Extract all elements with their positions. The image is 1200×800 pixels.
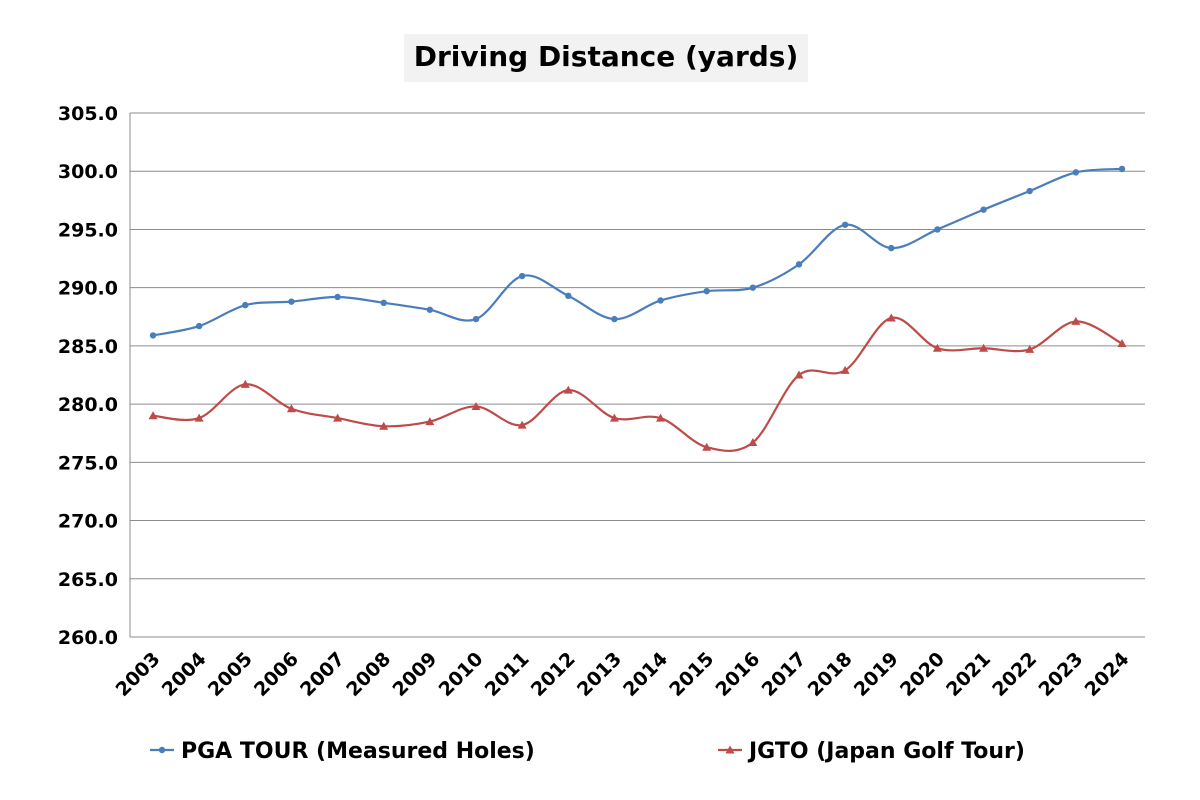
x-tick-label: 2023	[1034, 648, 1087, 701]
y-tick-label: 265.0	[58, 569, 118, 591]
chart-title-background	[404, 34, 808, 82]
x-tick-label: 2013	[573, 648, 626, 701]
gridlines	[129, 112, 1145, 638]
y-tick-label: 280.0	[58, 394, 118, 416]
data-point-marker	[702, 442, 712, 451]
y-tick-label: 300.0	[58, 161, 118, 183]
data-point-marker	[518, 272, 526, 280]
data-point-marker	[286, 404, 296, 413]
data-point-marker	[471, 401, 481, 410]
legend-item: JGTO (Japan Golf Tour)	[718, 739, 1025, 764]
data-point-marker	[472, 315, 480, 323]
x-tick-label: 2020	[896, 648, 949, 701]
x-tick-label: 2010	[435, 648, 488, 701]
data-point-marker	[1026, 187, 1033, 195]
data-point-marker	[657, 297, 664, 304]
data-point-marker	[934, 226, 941, 233]
data-point-marker	[242, 301, 249, 309]
data-point-marker	[565, 292, 572, 300]
data-point-marker	[288, 298, 295, 305]
x-tick-label: 2024	[1081, 648, 1134, 701]
data-point-marker	[748, 438, 758, 447]
x-tick-label: 2018	[804, 648, 857, 701]
data-point-marker	[517, 420, 527, 429]
data-point-marker	[425, 417, 435, 426]
data-point-marker	[609, 413, 619, 422]
data-point-marker	[795, 261, 803, 268]
x-tick-label: 2007	[296, 648, 349, 701]
legend-item: PGA TOUR (Measured Holes)	[150, 739, 535, 764]
legend-swatch-marker	[725, 745, 735, 754]
x-tick-label: 2009	[388, 648, 441, 701]
data-point-marker	[794, 370, 804, 379]
data-point-marker	[1071, 316, 1081, 325]
data-point-marker	[1118, 165, 1126, 173]
legend-label: PGA TOUR (Measured Holes)	[181, 739, 535, 764]
y-tick-label: 260.0	[58, 627, 118, 649]
data-point-marker	[1117, 339, 1127, 348]
x-tick-label: 2021	[942, 648, 995, 701]
data-point-marker	[380, 299, 387, 307]
x-tick-label: 2005	[204, 648, 257, 701]
data-point-marker	[149, 332, 157, 339]
data-point-marker	[979, 343, 989, 352]
data-point-marker	[240, 379, 250, 388]
x-tick-label: 2022	[988, 648, 1041, 701]
x-axis-tick-labels: 2003200420052006200720082009201020112012…	[112, 648, 1134, 701]
x-tick-label: 2004	[158, 648, 211, 701]
data-point-marker	[1072, 169, 1080, 176]
data-point-marker	[194, 413, 204, 422]
x-tick-label: 2019	[850, 648, 903, 701]
data-point-marker	[749, 284, 757, 291]
legend-swatch-marker	[158, 746, 166, 754]
data-point-marker	[932, 343, 942, 352]
data-point-marker	[888, 244, 895, 252]
data-point-marker	[980, 206, 987, 213]
x-tick-label: 2015	[665, 648, 718, 701]
data-point-marker	[886, 313, 896, 322]
series-pga-tour	[149, 165, 1126, 339]
data-point-marker	[840, 365, 850, 374]
data-point-marker	[656, 413, 666, 422]
data-point-marker	[703, 287, 710, 295]
data-point-marker	[195, 322, 203, 330]
data-point-marker	[1025, 344, 1035, 353]
chart-title: Driving Distance (yards)	[414, 40, 799, 73]
y-tick-label: 290.0	[58, 278, 118, 300]
data-point-marker	[148, 411, 158, 420]
series-jgto	[148, 313, 1127, 453]
legend: PGA TOUR (Measured Holes) JGTO (Japan Gol…	[150, 739, 1025, 764]
y-tick-label: 270.0	[58, 511, 118, 533]
y-tick-label: 285.0	[58, 336, 118, 358]
x-tick-label: 2008	[342, 648, 395, 701]
data-point-marker	[841, 221, 849, 228]
x-tick-label: 2012	[527, 648, 580, 701]
data-point-marker	[611, 315, 618, 323]
x-tick-label: 2017	[758, 648, 811, 701]
data-point-marker	[379, 421, 389, 430]
x-tick-label: 2003	[112, 648, 165, 701]
data-point-marker	[563, 385, 573, 394]
y-tick-label: 295.0	[58, 219, 118, 241]
series-line	[152, 316, 1123, 453]
y-tick-label: 305.0	[58, 103, 118, 125]
y-tick-label: 275.0	[58, 452, 118, 474]
x-tick-label: 2014	[619, 648, 672, 701]
data-point-marker	[333, 413, 343, 422]
x-tick-label: 2011	[481, 648, 534, 701]
x-tick-label: 2006	[250, 648, 303, 701]
data-point-marker	[426, 306, 434, 313]
series-line	[152, 167, 1123, 337]
y-axis-tick-labels: 260.0 265.0 270.0 275.0 280.0 285.0 290.0 295.0…	[58, 103, 118, 649]
data-point-marker	[334, 293, 341, 301]
legend-label: JGTO (Japan Golf Tour)	[747, 739, 1025, 764]
x-tick-label: 2016	[711, 648, 764, 701]
data-series	[148, 165, 1127, 453]
